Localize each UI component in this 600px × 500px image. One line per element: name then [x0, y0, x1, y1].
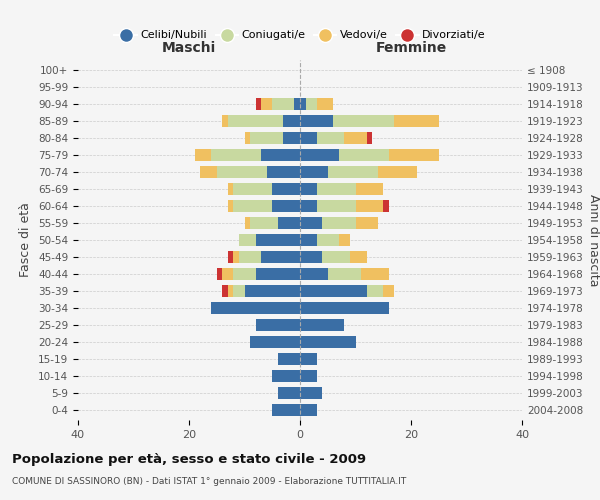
- Bar: [194, 149, 211, 161]
- Bar: [239, 234, 256, 246]
- Bar: [317, 200, 355, 212]
- Bar: [334, 115, 394, 127]
- Text: COMUNE DI SASSINORO (BN) - Dati ISTAT 1° gennaio 2009 - Elaborazione TUTTITALIA.: COMUNE DI SASSINORO (BN) - Dati ISTAT 1°…: [12, 478, 406, 486]
- Bar: [295, 98, 300, 110]
- Bar: [272, 183, 300, 195]
- Bar: [355, 200, 383, 212]
- Bar: [300, 132, 317, 144]
- Bar: [228, 115, 283, 127]
- Bar: [266, 166, 300, 178]
- Bar: [217, 268, 222, 280]
- Bar: [245, 217, 250, 229]
- Bar: [256, 268, 300, 280]
- Bar: [300, 285, 367, 297]
- Y-axis label: Anni di nascita: Anni di nascita: [587, 194, 600, 286]
- Bar: [256, 234, 300, 246]
- Bar: [300, 268, 328, 280]
- Bar: [389, 149, 439, 161]
- Bar: [350, 251, 367, 263]
- Bar: [228, 200, 233, 212]
- Bar: [233, 183, 272, 195]
- Bar: [367, 285, 383, 297]
- Bar: [261, 98, 272, 110]
- Bar: [233, 200, 272, 212]
- Bar: [261, 149, 300, 161]
- Bar: [300, 149, 339, 161]
- Y-axis label: Fasce di età: Fasce di età: [19, 202, 32, 278]
- Legend: Celibi/Nubili, Coniugati/e, Vedovi/e, Divorziati/e: Celibi/Nubili, Coniugati/e, Vedovi/e, Di…: [110, 26, 490, 45]
- Bar: [250, 132, 283, 144]
- Bar: [250, 217, 278, 229]
- Bar: [300, 370, 317, 382]
- Bar: [300, 115, 334, 127]
- Bar: [222, 115, 228, 127]
- Bar: [300, 98, 305, 110]
- Bar: [300, 404, 317, 416]
- Bar: [317, 183, 355, 195]
- Bar: [300, 251, 322, 263]
- Bar: [261, 251, 300, 263]
- Bar: [217, 166, 266, 178]
- Bar: [300, 336, 355, 348]
- Bar: [383, 200, 389, 212]
- Bar: [317, 132, 344, 144]
- Bar: [378, 166, 416, 178]
- Bar: [317, 98, 334, 110]
- Bar: [211, 302, 300, 314]
- Bar: [272, 370, 300, 382]
- Bar: [256, 98, 261, 110]
- Bar: [228, 251, 233, 263]
- Bar: [200, 166, 217, 178]
- Bar: [305, 98, 317, 110]
- Bar: [272, 404, 300, 416]
- Bar: [245, 132, 250, 144]
- Text: Popolazione per età, sesso e stato civile - 2009: Popolazione per età, sesso e stato civil…: [12, 452, 366, 466]
- Bar: [355, 217, 378, 229]
- Bar: [283, 132, 300, 144]
- Bar: [339, 149, 389, 161]
- Bar: [300, 386, 322, 399]
- Bar: [228, 285, 233, 297]
- Bar: [239, 251, 261, 263]
- Bar: [300, 166, 328, 178]
- Bar: [272, 200, 300, 212]
- Bar: [245, 285, 300, 297]
- Bar: [272, 98, 295, 110]
- Bar: [300, 200, 317, 212]
- Bar: [344, 132, 367, 144]
- Bar: [328, 166, 378, 178]
- Bar: [317, 234, 339, 246]
- Bar: [222, 268, 233, 280]
- Bar: [300, 234, 317, 246]
- Bar: [300, 217, 322, 229]
- Bar: [367, 132, 372, 144]
- Bar: [300, 302, 389, 314]
- Bar: [283, 115, 300, 127]
- Bar: [328, 268, 361, 280]
- Bar: [222, 285, 228, 297]
- Bar: [322, 251, 350, 263]
- Bar: [233, 268, 256, 280]
- Bar: [322, 217, 355, 229]
- Text: Maschi: Maschi: [162, 41, 216, 55]
- Bar: [250, 336, 300, 348]
- Bar: [233, 251, 239, 263]
- Bar: [233, 285, 245, 297]
- Bar: [300, 353, 317, 365]
- Bar: [278, 386, 300, 399]
- Bar: [300, 319, 344, 331]
- Text: Femmine: Femmine: [376, 41, 446, 55]
- Bar: [394, 115, 439, 127]
- Bar: [278, 217, 300, 229]
- Bar: [383, 285, 394, 297]
- Bar: [300, 183, 317, 195]
- Bar: [256, 319, 300, 331]
- Bar: [339, 234, 350, 246]
- Bar: [278, 353, 300, 365]
- Bar: [228, 183, 233, 195]
- Bar: [361, 268, 389, 280]
- Bar: [355, 183, 383, 195]
- Bar: [211, 149, 261, 161]
